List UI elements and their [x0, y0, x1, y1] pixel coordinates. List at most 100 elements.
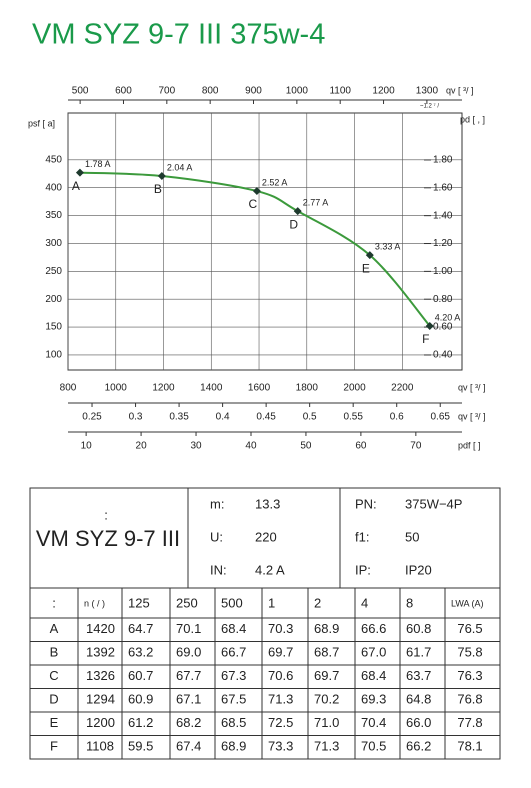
spec-cell: 4.2 A	[255, 562, 285, 577]
table-cell: 67.5	[221, 692, 246, 707]
table-cell: 70.3	[268, 621, 293, 636]
current-label: 1.78 A	[85, 159, 111, 169]
header-cell: LWA (A)	[451, 598, 484, 608]
top-tick-label: 700	[158, 86, 175, 97]
spec-cell: f1:	[355, 529, 369, 544]
header-cell: 1	[268, 595, 275, 610]
table-cell: 68.5	[221, 715, 246, 730]
point-label: D	[289, 217, 298, 231]
top-tick-label: 900	[245, 86, 262, 97]
y2-tick-label: 1.60	[433, 182, 453, 193]
spec-cell: 375W−4P	[405, 496, 462, 511]
point-label: B	[154, 182, 162, 196]
name-note: :	[104, 507, 108, 522]
operating-point	[75, 168, 84, 177]
header-cell: 250	[176, 595, 198, 610]
table-cell: 68.4	[361, 668, 386, 683]
y-tick-label: 150	[45, 322, 62, 333]
y-tick-label: 200	[45, 294, 62, 305]
operating-point	[425, 321, 434, 330]
table-cell: 1420	[86, 621, 115, 636]
table-frame	[29, 487, 501, 760]
header-cell: 2	[314, 595, 321, 610]
x-tick-label: 1400	[200, 383, 223, 394]
bottom-axis-label: qv [ ³/ ]	[458, 411, 486, 421]
top-tick-label: 500	[72, 86, 89, 97]
y2-tick-label: 0.80	[433, 294, 453, 305]
spec-cell: 50	[405, 529, 419, 544]
top-axis-note: ~1.2 ⁷ /	[420, 103, 439, 110]
bottom-tick-label: 30	[190, 441, 202, 452]
x-tick-label: 1200	[152, 383, 175, 394]
table-cell: 67.4	[176, 739, 201, 754]
table-cell: 61.7	[406, 645, 431, 660]
operating-point	[365, 251, 374, 260]
table-cell: 69.3	[361, 692, 386, 707]
table-cell: 1200	[86, 715, 115, 730]
bottom-tick-label: 0.35	[169, 412, 189, 423]
table-cell: 60.9	[128, 692, 153, 707]
spec-cell: IP:	[355, 562, 371, 577]
table-cell: 63.7	[406, 668, 431, 683]
table-cell: 61.2	[128, 715, 153, 730]
table-cell: 66.7	[221, 645, 246, 660]
header-cell: 4	[361, 595, 368, 610]
x-tick-label: 1800	[296, 383, 319, 394]
table-cell: 64.7	[128, 621, 153, 636]
current-label: 2.77 A	[303, 197, 329, 207]
top-tick-label: 1000	[286, 86, 309, 97]
y2-tick-label: 1.20	[433, 238, 453, 249]
spec-cell: 13.3	[255, 496, 280, 511]
table-cell: 77.8	[457, 715, 482, 730]
table-cell: 70.1	[176, 621, 201, 636]
table-cell: C	[49, 668, 58, 683]
spec-cell: IN:	[210, 562, 227, 577]
table-cell: 76.3	[457, 668, 482, 683]
point-label: F	[422, 332, 429, 346]
table-cell: 1392	[86, 645, 115, 660]
bottom-tick-label: 0.4	[216, 412, 230, 423]
title: VM SYZ 9-7 III 375w-4	[32, 19, 325, 51]
bottom-tick-label: 0.45	[256, 412, 276, 423]
top-tick-label: 1100	[329, 86, 351, 97]
table-cell: 68.7	[314, 645, 339, 660]
table-cell: 67.7	[176, 668, 201, 683]
table-cell: 71.0	[314, 715, 339, 730]
fan-name: VM SYZ 9-7 III	[36, 526, 180, 551]
x-tick-label: 800	[60, 383, 77, 394]
fan-curve	[79, 171, 431, 327]
bottom-tick-label: 0.5	[303, 412, 317, 423]
point-label: E	[362, 261, 370, 275]
plot-frame	[67, 112, 463, 371]
x-tick-label: 2000	[343, 383, 366, 394]
table-cell: 70.4	[361, 715, 386, 730]
table-cell: B	[50, 645, 59, 660]
x-tick-label: 2200	[391, 383, 414, 394]
table-cell: 69.0	[176, 645, 201, 660]
table-cell: 59.5	[128, 739, 153, 754]
table-cell: 67.1	[176, 692, 201, 707]
top-axis-label: qv [ ³/ ]	[446, 85, 474, 95]
y-axis-label: psf [ a]	[28, 118, 55, 128]
y2-tick-label: 1.40	[433, 210, 453, 221]
point-label: A	[72, 179, 80, 193]
current-label: 2.52 A	[262, 177, 288, 187]
table-cell: 66.2	[406, 739, 431, 754]
table-cell: 71.3	[268, 692, 293, 707]
table-cell: 75.8	[457, 645, 482, 660]
table-cell: 70.6	[268, 668, 293, 683]
header-cell: :	[52, 595, 56, 610]
top-tick-label: 1200	[372, 86, 395, 97]
table-cell: 68.4	[221, 621, 246, 636]
y-tick-label: 450	[45, 154, 62, 165]
header-cell: n ( / )	[84, 598, 105, 608]
table-cell: 67.0	[361, 645, 386, 660]
top-tick-label: 1300	[416, 86, 439, 97]
table-cell: 66.6	[361, 621, 386, 636]
current-label: 3.33 A	[375, 242, 401, 252]
table-cell: 73.3	[268, 739, 293, 754]
table-cell: 70.2	[314, 692, 339, 707]
bottom-tick-label: 20	[136, 441, 148, 452]
table-cell: 76.8	[457, 692, 482, 707]
current-label: 4.20 A	[435, 312, 461, 322]
